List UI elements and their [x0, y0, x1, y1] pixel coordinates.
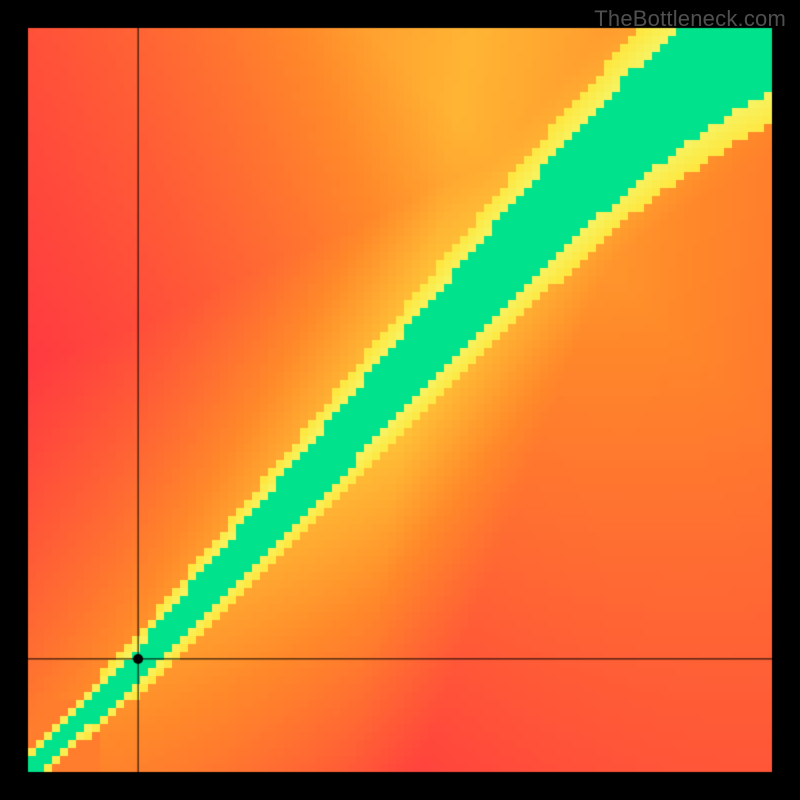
- chart-container: TheBottleneck.com: [0, 0, 800, 800]
- heatmap-canvas: [0, 0, 800, 800]
- watermark-text: TheBottleneck.com: [594, 6, 786, 32]
